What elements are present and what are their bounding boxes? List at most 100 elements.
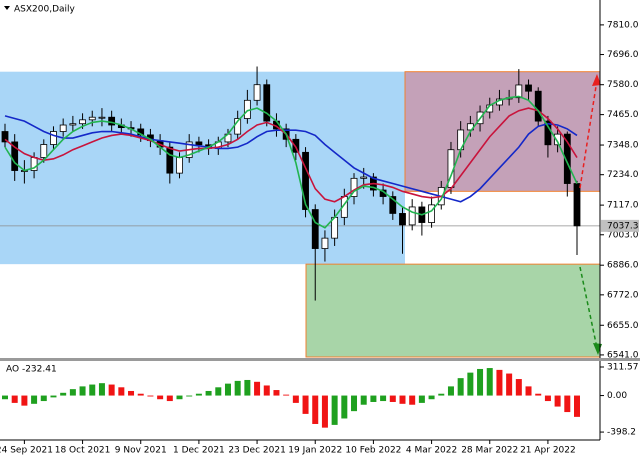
y-tick-label: 7117.0 <box>607 201 639 211</box>
arrow-up <box>579 79 598 189</box>
ao-bar <box>535 393 542 396</box>
candle-body <box>79 119 86 125</box>
y-tick-label: 6886.0 <box>607 261 639 271</box>
ao-bar <box>166 395 173 402</box>
ao-bar <box>418 395 425 403</box>
candle-body <box>399 213 406 226</box>
zone <box>305 263 601 358</box>
x-tick-label: 19 Jan 2022 <box>288 446 342 456</box>
ao-bar <box>380 395 387 402</box>
ao-bar <box>234 380 241 396</box>
zones <box>0 71 601 358</box>
y-tick-label: 0.00 <box>607 391 627 401</box>
current-price-label: 7037.3 <box>607 221 639 231</box>
ao-bar <box>351 395 358 412</box>
candle-body <box>311 209 319 249</box>
ao-bar <box>312 395 319 424</box>
ao-bar <box>244 379 251 396</box>
ao-bar <box>477 368 484 396</box>
ao-bar <box>360 395 367 405</box>
ao-bar <box>283 394 290 396</box>
candle-body <box>11 141 19 171</box>
x-tick-label: 21 Apr 2022 <box>520 446 576 456</box>
ao-bar <box>574 395 580 417</box>
ao-bar <box>205 390 212 396</box>
ao-bar <box>506 373 513 396</box>
current-price-box <box>601 219 639 232</box>
ao-bar <box>11 395 18 403</box>
x-tick-label: 28 Mar 2022 <box>461 446 518 456</box>
y-tick-label: 311.57 <box>607 362 639 372</box>
candle-body <box>69 123 77 126</box>
ao-bar <box>564 395 571 413</box>
ao-bar <box>195 393 202 396</box>
ao-bar <box>21 395 28 406</box>
y-tick-label: 7234.0 <box>607 170 639 180</box>
moving-average <box>4 95 578 229</box>
ao-bar <box>370 395 377 402</box>
ao-bar <box>186 395 193 397</box>
x-tick-label: 1 Dec 2021 <box>173 446 225 456</box>
x-tick-label: 4 Mar 2022 <box>406 446 457 456</box>
moving-average <box>4 115 578 203</box>
ao-bar <box>176 395 183 400</box>
candle-body <box>554 133 562 146</box>
y-tick-label: 7810.0 <box>607 20 639 30</box>
candle-body <box>195 141 203 146</box>
candle-body <box>408 206 416 226</box>
ao-bar <box>525 386 532 396</box>
ao-bar <box>263 385 270 396</box>
ao-bar <box>60 392 67 396</box>
y-tick-label: 6655.0 <box>607 321 639 331</box>
candle-body <box>321 237 329 249</box>
candle-body <box>166 146 174 174</box>
ao-bar <box>302 395 309 414</box>
ao-bar <box>467 372 474 396</box>
ao-bar <box>254 381 261 396</box>
ao-bar <box>128 390 135 396</box>
candle-body <box>534 90 542 122</box>
candle-body <box>50 131 57 145</box>
candle-body <box>389 196 397 214</box>
ao-bar <box>31 395 38 404</box>
ao-bar <box>118 387 125 396</box>
ao-bar <box>273 390 280 396</box>
ao-bar <box>438 393 445 396</box>
candle-body <box>98 116 106 119</box>
ao-bar <box>321 395 328 428</box>
y-tick-label: 6772.0 <box>607 290 639 300</box>
ao-bar <box>137 393 144 396</box>
ao-bar <box>224 383 231 396</box>
ao-bar <box>2 395 8 400</box>
moving-average <box>4 107 578 203</box>
x-tick-label: 18 Oct 2021 <box>55 446 111 456</box>
ao-bar <box>457 378 464 396</box>
ao-bar <box>341 395 348 419</box>
y-tick-label: 7696.0 <box>607 50 639 60</box>
y-tick-label: 7348.0 <box>607 141 639 151</box>
ao-bar <box>40 395 47 402</box>
ao-bar <box>331 395 338 425</box>
ao-bar <box>98 383 105 396</box>
candle-body <box>563 133 571 184</box>
zone <box>0 71 405 265</box>
y-tick-label: 7580.0 <box>607 80 639 90</box>
ao-bar <box>215 387 222 396</box>
candle-body <box>108 116 116 126</box>
candle-body <box>525 84 532 92</box>
candle-body <box>176 157 183 174</box>
ao-bar <box>292 395 299 403</box>
ao-bar <box>69 389 76 396</box>
x-tick-label: 9 Nov 2021 <box>115 446 167 456</box>
ao-bar <box>515 379 522 396</box>
ao-bar <box>409 395 416 405</box>
candle-body <box>88 116 96 121</box>
candle-body <box>1 131 9 143</box>
ao-bar <box>496 369 503 396</box>
candle-body <box>350 177 358 197</box>
y-tick-label: 6541.0 <box>607 350 639 360</box>
y-tick-label: 7465.0 <box>607 110 639 120</box>
ao-bar <box>544 395 551 402</box>
title-marker <box>4 6 10 10</box>
